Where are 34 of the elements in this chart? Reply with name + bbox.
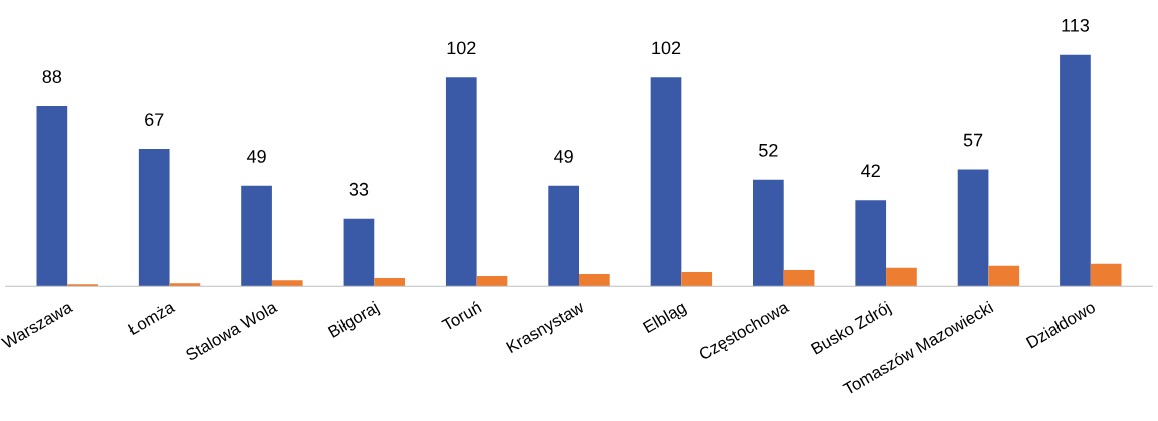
bar (886, 267, 917, 287)
bar (957, 169, 989, 287)
bar (783, 269, 815, 287)
bar (138, 148, 170, 287)
data-label: 57 (963, 133, 983, 147)
bar (548, 185, 579, 287)
bar (374, 278, 405, 287)
bar (988, 265, 1020, 287)
bar (241, 185, 272, 287)
data-label: 42 (861, 164, 880, 178)
bar (343, 218, 375, 287)
data-label: 102 (447, 41, 476, 55)
data-label: 88 (42, 70, 62, 83)
data-label: 33 (349, 182, 369, 196)
bar (855, 200, 887, 287)
data-label: 49 (246, 150, 266, 163)
bar (579, 273, 610, 287)
x-tick-label: Toruń (440, 300, 482, 332)
data-label: 67 (145, 113, 164, 126)
data-label: 52 (759, 143, 778, 157)
bar (67, 284, 98, 287)
bar (271, 280, 303, 287)
data-label: 102 (652, 41, 681, 55)
bar (681, 271, 713, 287)
bar (1060, 54, 1091, 287)
bar (650, 77, 682, 287)
bar (36, 105, 68, 287)
bar (445, 77, 477, 287)
data-label: 113 (1062, 18, 1090, 32)
data-label: 49 (554, 150, 573, 163)
bar (1090, 263, 1122, 287)
bar (753, 179, 784, 287)
bar (169, 283, 201, 287)
bar (476, 276, 508, 287)
